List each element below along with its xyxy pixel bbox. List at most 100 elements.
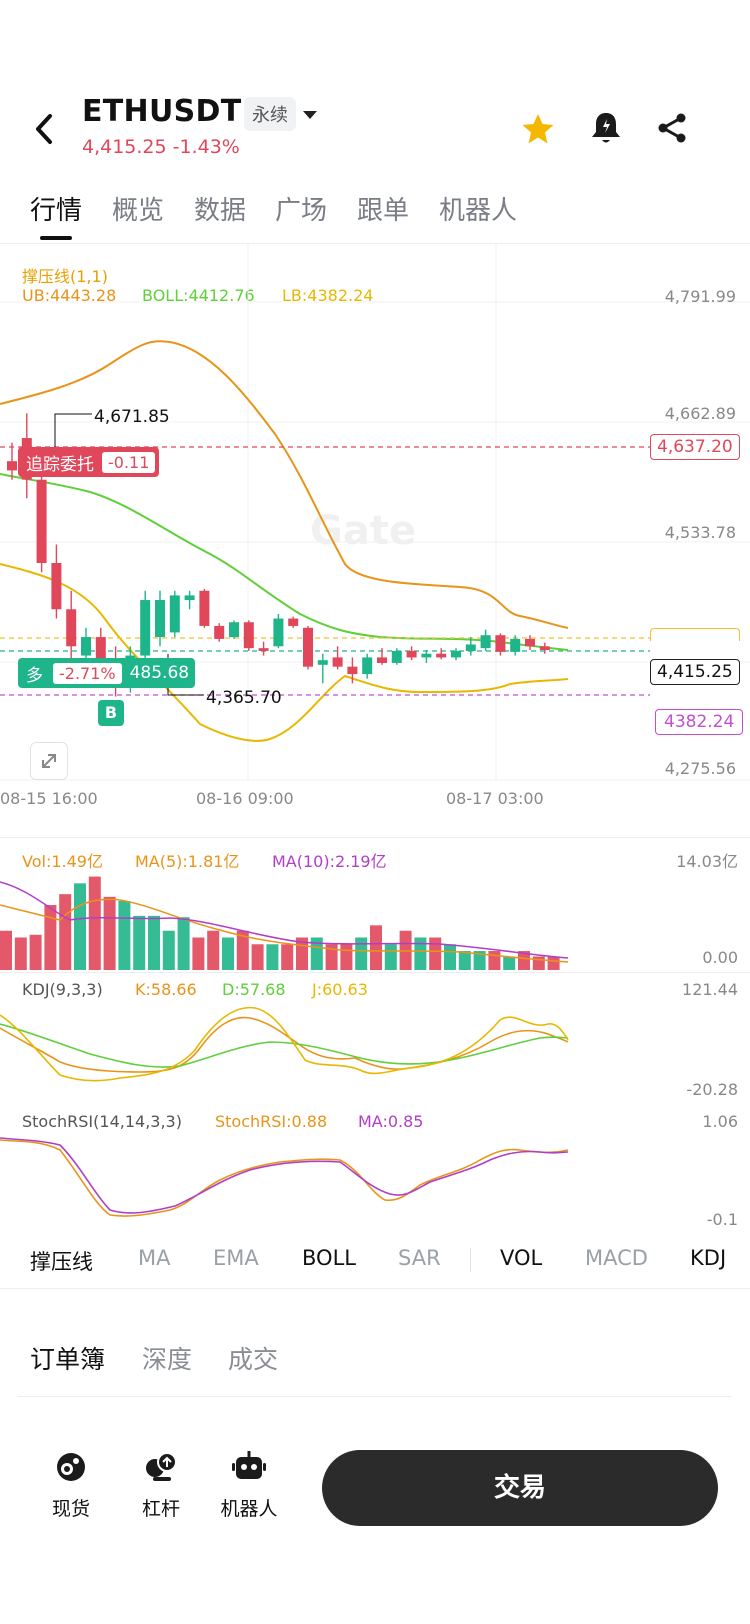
volume-bar (118, 900, 131, 970)
vol-max: 14.03亿 (676, 852, 738, 871)
ind-tab-kdj[interactable]: KDJ (690, 1246, 727, 1270)
volume-bar (266, 944, 279, 970)
candle-body (288, 618, 299, 626)
nav-margin[interactable]: 杠杆 (130, 1450, 192, 1521)
ind-tab-support[interactable]: 撑压线 (30, 1250, 93, 1274)
tab-market[interactable]: 行情 (30, 196, 83, 226)
bell-icon[interactable] (590, 110, 622, 150)
divider (0, 1288, 750, 1289)
divider (0, 972, 750, 973)
ind-tab-boll[interactable]: BOLL (302, 1246, 356, 1270)
nav-bot[interactable]: 机器人 (214, 1450, 284, 1521)
candle-body (303, 627, 313, 667)
kdj-chart (0, 1006, 569, 1082)
contract-type-badge[interactable]: 永续 (244, 97, 296, 131)
candle-body (539, 646, 550, 651)
share-icon[interactable] (656, 112, 688, 148)
tab-data[interactable]: 数据 (194, 196, 247, 226)
volume-bar (192, 937, 205, 970)
candlestick-chart[interactable]: Gate 4,671.85 4,365.70 4,791.99 4,662.89… (0, 244, 750, 814)
nav-bot-label: 机器人 (220, 1498, 278, 1520)
volume-bar (222, 937, 234, 970)
nav-spot[interactable]: 现货 (40, 1450, 102, 1521)
ind-tab-sar[interactable]: SAR (398, 1246, 441, 1270)
ind-tab-ema[interactable]: EMA (213, 1246, 259, 1270)
kdj-k-line (0, 1016, 569, 1073)
candle-body (480, 635, 491, 649)
volume-chart (0, 876, 569, 970)
back-arrow-icon[interactable] (30, 112, 60, 146)
volume-bar (162, 930, 175, 970)
divider (470, 1248, 471, 1272)
yellow-level-tag (650, 628, 740, 641)
kdj-d-line (0, 1023, 569, 1068)
kdj-d: D:57.68 (222, 980, 286, 999)
volume-bar (207, 930, 220, 970)
low-label: 4,365.70 (206, 688, 282, 708)
lb-label: LB:4382.24 (282, 286, 374, 305)
position-chip[interactable]: 多 -2.71% 485.68 (18, 658, 196, 688)
divider (18, 1396, 732, 1397)
trail-order-chip[interactable]: 追踪委托 -0.11 (18, 447, 160, 477)
volume-bar (473, 951, 486, 970)
volume-bar (281, 944, 294, 970)
volume-bar (518, 951, 530, 970)
trail-order-value: -0.11 (102, 451, 156, 473)
upper-band-line (0, 340, 569, 629)
nav-margin-label: 杠杆 (141, 1498, 180, 1520)
volume-bar (488, 951, 501, 970)
buy-marker[interactable]: B (98, 700, 124, 726)
star-icon[interactable] (520, 112, 556, 150)
y-tick: 4,791.99 (665, 287, 736, 306)
volume-bar (547, 956, 560, 970)
trade-button[interactable]: 交易 (322, 1450, 718, 1526)
stoch-name: StochRSI(14,14,3,3) (22, 1112, 182, 1131)
volume-bar (148, 915, 160, 970)
candle-body (169, 595, 180, 633)
volume-bar (59, 894, 72, 970)
candle-body (273, 618, 284, 647)
candle-body (465, 644, 476, 651)
stoch-min: -0.1 (706, 1210, 738, 1229)
ind-tab-macd[interactable]: MACD (585, 1246, 648, 1270)
price-change: 4,415.25 -1.43% (82, 136, 240, 158)
y-tick: 4,662.89 (665, 404, 736, 423)
tab-square[interactable]: 广场 (275, 196, 328, 226)
volume-bar (384, 944, 397, 970)
tab-trades[interactable]: 成交 (228, 1345, 279, 1374)
ind-tab-ma[interactable]: MA (138, 1246, 171, 1270)
tab-depth[interactable]: 深度 (142, 1345, 193, 1374)
position-side: 多 (26, 665, 43, 686)
expand-icon[interactable] (30, 742, 68, 780)
pair-title[interactable]: ETHUSDT (82, 94, 242, 129)
ind-tab-vol[interactable]: VOL (500, 1246, 543, 1270)
candle-body (347, 666, 358, 675)
volume-bars (0, 876, 560, 970)
kdj-j-line (0, 1006, 569, 1082)
stoch-value: StochRSI:0.88 (215, 1112, 328, 1131)
volume-bar (74, 883, 86, 970)
volume-bar (0, 930, 12, 970)
vol-ma5-line (0, 898, 569, 963)
tab-orderbook[interactable]: 订单簿 (30, 1345, 106, 1374)
tab-copy-trade[interactable]: 跟单 (357, 196, 410, 226)
dropdown-caret-icon[interactable] (302, 106, 318, 125)
volume-bar (133, 915, 146, 970)
volume-bar (310, 937, 323, 970)
volume-bar (458, 951, 471, 970)
volume-bar (177, 917, 190, 970)
volume-bar (251, 944, 264, 970)
tab-bot[interactable]: 机器人 (439, 196, 518, 226)
candle-body (421, 653, 432, 658)
x-tick: 08-16 09:00 (196, 789, 294, 808)
grid (0, 244, 750, 781)
middle-band-line (0, 473, 569, 651)
candle-body (332, 657, 343, 667)
kdj-max: 121.44 (682, 980, 738, 999)
volume-bar (14, 937, 27, 970)
candle-body (36, 479, 47, 564)
nav-spot-label: 现货 (51, 1498, 90, 1520)
tab-overview[interactable]: 概览 (112, 196, 165, 226)
candle-body (510, 638, 521, 652)
vol-label: Vol:1.49亿 (22, 852, 103, 871)
